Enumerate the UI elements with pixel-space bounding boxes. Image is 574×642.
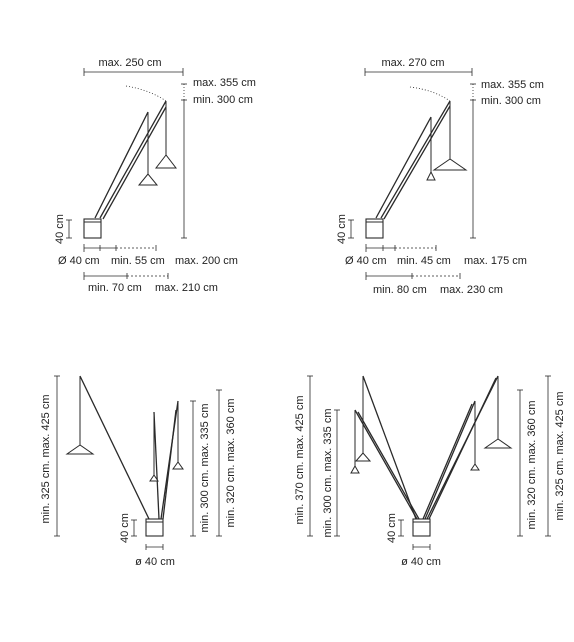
rod-right-2b xyxy=(428,377,497,520)
height-min-label: min. 300 cm xyxy=(481,95,541,107)
right-height-label-1: min. 320 cm. max. 360 cm xyxy=(526,401,538,530)
rod-right-b xyxy=(162,409,177,520)
row-a-min-label: min. 55 cm xyxy=(111,255,165,267)
lamp-base xyxy=(145,518,164,537)
rod-left-1 xyxy=(362,375,417,520)
diameter-label: Ø 40 cm xyxy=(345,255,387,267)
diameter-label: Ø 40 cm xyxy=(58,255,100,267)
base-height-label: 40 cm xyxy=(54,214,66,244)
rod-left xyxy=(79,375,150,520)
lamp-shade-2 xyxy=(432,158,468,171)
lamp-shade-left-2 xyxy=(350,464,360,474)
lamp-shade-2 xyxy=(154,154,178,169)
reach-arc xyxy=(125,85,167,102)
row-b-max-label: max. 210 cm xyxy=(155,282,218,294)
base-height-label: 40 cm xyxy=(386,513,398,543)
height-max-label: max. 355 cm xyxy=(193,77,256,89)
rod-right-1 xyxy=(424,400,476,520)
rod-2 xyxy=(380,100,451,219)
base-height-label: 40 cm xyxy=(119,513,131,543)
base-height-label: 40 cm xyxy=(336,214,348,244)
rod-2b xyxy=(383,105,451,220)
base-diameter-label: ø 40 cm xyxy=(401,556,441,568)
reach-arc xyxy=(409,86,451,102)
row-a-max-label: max. 175 cm xyxy=(464,255,527,267)
lamp-shade-left-1 xyxy=(354,452,372,462)
row-a-max-label: max. 200 cm xyxy=(175,255,238,267)
rod-2b xyxy=(102,106,167,220)
lamp-base xyxy=(365,218,384,239)
rod-right-1b xyxy=(422,403,473,520)
rod-1 xyxy=(94,111,149,219)
rod-1 xyxy=(375,116,432,219)
diagram-4-four-arm-lamp: min. 370 cm. max. 425 cm min. 300 cm. ma… xyxy=(294,375,566,568)
diagram-2-two-arm-lamp: max. 270 cm 40 cm max. 355 cm min. 300 c… xyxy=(336,57,544,296)
height-max-label: max. 355 cm xyxy=(481,79,544,91)
row-a-min-label: min. 45 cm xyxy=(397,255,451,267)
lamp-base xyxy=(412,518,431,537)
row-b-min-label: min. 80 cm xyxy=(373,284,427,296)
rod-left-2b xyxy=(357,411,420,520)
diagram-1-two-arm-lamp: max. 250 cm 40 cm max. 355 cm min. 300 c… xyxy=(54,57,256,294)
right-height-label-2: min. 325 cm. max. 425 cm xyxy=(554,392,566,521)
right-height-label-1: min. 300 cm. max. 335 cm xyxy=(199,404,211,533)
lamp-shade-right xyxy=(172,461,184,470)
height-min-label: min. 300 cm xyxy=(193,94,253,106)
left-height-label-1: min. 370 cm. max. 425 cm xyxy=(294,396,306,525)
left-height-label-2: min. 300 cm. max. 335 cm xyxy=(322,409,334,538)
right-height-label-2: min. 320 cm. max. 360 cm xyxy=(225,399,237,528)
lamp-shade-right-1 xyxy=(470,463,480,471)
lamp-shade-middle xyxy=(149,474,159,482)
max-width-label: max. 270 cm xyxy=(382,57,445,69)
left-height-label: min. 325 cm. max. 425 cm xyxy=(40,395,52,524)
diagram-3-three-arm-lamp: min. 325 cm. max. 425 cm 40 cm ø 40 cm m… xyxy=(40,375,237,568)
base-diameter-label: ø 40 cm xyxy=(135,556,175,568)
rod-left-2 xyxy=(354,409,418,520)
lamp-shade-right-2 xyxy=(483,438,513,449)
lamp-shade-1 xyxy=(137,173,159,186)
lamp-shade-1 xyxy=(426,170,436,181)
rod-middle xyxy=(153,411,160,520)
row-b-min-label: min. 70 cm xyxy=(88,282,142,294)
row-b-max-label: max. 230 cm xyxy=(440,284,503,296)
rod-2 xyxy=(99,100,167,219)
lamp-base xyxy=(83,218,102,239)
lamp-shade-left xyxy=(65,444,95,455)
max-width-label: max. 250 cm xyxy=(99,57,162,69)
